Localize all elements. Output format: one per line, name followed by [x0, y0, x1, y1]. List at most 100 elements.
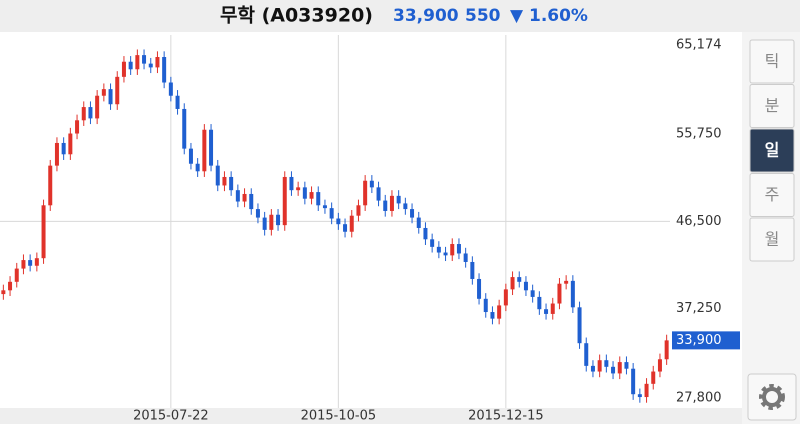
candle-body: [530, 290, 535, 297]
candle-body: [430, 239, 435, 247]
candle-body: [195, 163, 200, 172]
candle-body: [316, 192, 321, 206]
settings-button[interactable]: [747, 373, 797, 421]
candle-body: [604, 360, 609, 367]
candle-body: [410, 209, 415, 218]
change-pct: ▼ 1.60%: [510, 6, 588, 26]
candle-body: [255, 209, 260, 218]
price: 33,900: [393, 6, 459, 26]
candle-body: [329, 208, 334, 219]
period-button[interactable]: [749, 84, 795, 128]
candle-body: [383, 200, 388, 211]
header-bar: [0, 0, 800, 32]
period-button-label[interactable]: 분: [765, 96, 780, 115]
candle-body: [657, 359, 662, 372]
period-button[interactable]: [749, 217, 795, 262]
candle-body: [403, 203, 408, 210]
candle-body: [644, 383, 649, 398]
candle-body: [41, 205, 46, 259]
candle-body: [202, 129, 207, 172]
candle-body: [269, 214, 274, 230]
candle-body: [262, 217, 267, 230]
candle-body: [309, 192, 314, 199]
candle-body: [343, 224, 348, 232]
candle-body: [463, 253, 468, 262]
candle-body: [81, 107, 86, 121]
candle-body: [503, 289, 508, 306]
candle-body: [276, 214, 281, 226]
price-marker: [672, 331, 740, 350]
candle-body: [75, 120, 80, 134]
x-tick-label: 2015-07-22: [133, 409, 209, 424]
candle-body: [624, 362, 629, 369]
candle-body: [222, 176, 227, 186]
candle-body: [510, 277, 515, 290]
candle-body: [182, 108, 187, 149]
candle-body: [470, 261, 475, 279]
candle-body: [282, 176, 287, 226]
candle-body: [148, 63, 153, 68]
y-tick-label: 55,750: [676, 126, 722, 141]
candle-body: [34, 258, 39, 266]
candle-body: [95, 95, 100, 119]
candle-body: [121, 61, 126, 77]
period-button-label[interactable]: 주: [765, 185, 780, 204]
candle-body: [142, 55, 147, 64]
candle-body: [61, 142, 66, 155]
candle-body: [249, 193, 254, 210]
candle-body: [336, 218, 341, 225]
y-tick-label: 27,800: [676, 390, 722, 405]
candle-body: [235, 190, 240, 202]
candle-body: [550, 303, 555, 314]
y-tick-label: 65,174: [676, 37, 722, 52]
candle-body: [363, 180, 368, 206]
candle-body: [242, 193, 247, 202]
candle-body: [48, 165, 53, 206]
candle-body: [209, 129, 214, 166]
candle-body: [483, 298, 488, 313]
y-tick-label: 37,250: [676, 301, 722, 316]
candle-body: [289, 176, 294, 191]
candle-body: [389, 195, 394, 211]
candle-body: [631, 368, 636, 395]
candle-body: [664, 340, 669, 360]
candle-body: [637, 394, 642, 398]
period-button[interactable]: [749, 173, 795, 217]
candle-body: [517, 277, 522, 282]
candle-body: [477, 278, 482, 299]
candle-body: [349, 215, 354, 232]
period-button-label[interactable]: 일: [765, 141, 780, 160]
price-marker-label: 33,900: [676, 333, 722, 348]
candle-body: [651, 371, 656, 384]
change: 550: [465, 6, 501, 26]
candle-body: [302, 187, 307, 199]
candle-body: [88, 107, 93, 119]
candle-body: [322, 205, 327, 209]
candle-body: [544, 309, 549, 314]
candle-body: [497, 305, 502, 319]
period-button[interactable]: [749, 39, 795, 84]
candle-body: [523, 281, 528, 291]
candle-body: [416, 217, 421, 228]
period-button[interactable]: [749, 128, 795, 173]
candle-body: [188, 148, 193, 164]
period-button-label[interactable]: 틱: [765, 52, 780, 71]
candle-body: [128, 61, 133, 70]
x-tick-label: 2015-12-15: [468, 409, 544, 424]
candle-body: [584, 343, 589, 366]
candle-body: [28, 260, 33, 266]
candle-body: [557, 283, 562, 304]
candle-body: [215, 165, 220, 186]
stock-name: 무학 (A033920): [220, 5, 373, 27]
candle-body: [450, 244, 455, 256]
candle-body: [564, 280, 569, 284]
x-tick-label: 2015-10-05: [301, 409, 377, 424]
candle-body: [537, 296, 542, 310]
candle-body: [115, 76, 120, 105]
candle-body: [443, 252, 448, 256]
candle-body: [175, 95, 180, 109]
period-button-label[interactable]: 월: [765, 230, 780, 249]
candle-body: [597, 360, 602, 372]
candle-body: [490, 312, 495, 319]
